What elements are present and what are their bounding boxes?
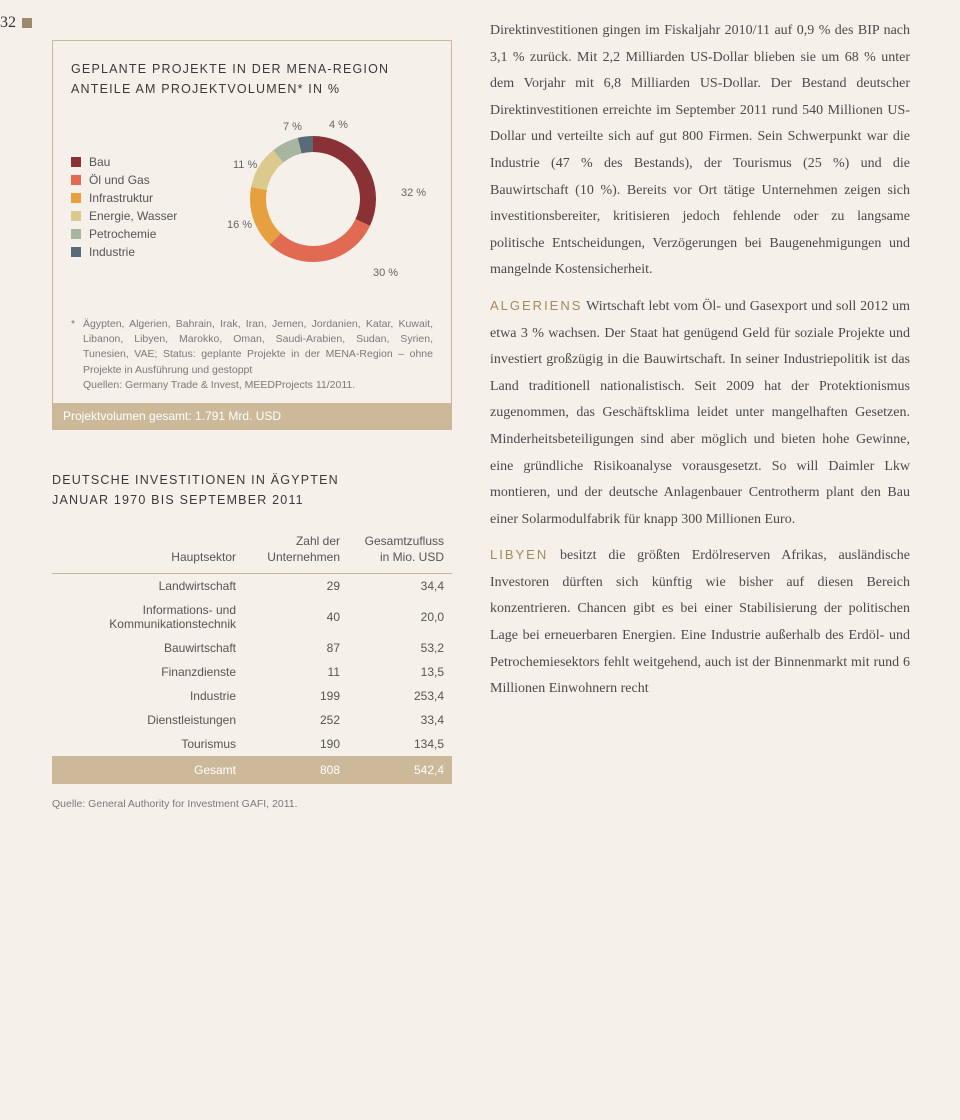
body-paragraph-3: LIBYEN besitzt die größten Erdölreserven… (490, 543, 910, 703)
legend-item: Energie, Wasser (71, 209, 177, 223)
chart-body: Bau Öl und Gas Infrastruktur Energie, Wasse… (71, 119, 433, 299)
table-total-cell: 808 (244, 756, 348, 784)
legend-swatch-icon (71, 157, 81, 167)
table-header: Gesamtzuflussin Mio. USD (348, 528, 452, 574)
table-cell: 252 (244, 708, 348, 732)
table-row: Informations- undKommunikationstechnik40… (52, 598, 452, 636)
inline-heading-algeriens: ALGERIENS (490, 298, 582, 313)
donut-svg (233, 119, 393, 279)
table-cell: 134,5 (348, 732, 452, 756)
legend-item: Petrochemie (71, 227, 177, 241)
legend-swatch-icon (71, 211, 81, 221)
legend-item: Infrastruktur (71, 191, 177, 205)
page-marker-icon (22, 18, 32, 28)
table-cell: Tourismus (52, 732, 244, 756)
volume-bar: Projektvolumen gesamt: 1.791 Mrd. USD (53, 403, 451, 429)
pct-label: 32 % (401, 187, 426, 199)
body-paragraph-2: ALGERIENS Wirtschaft lebt vom Öl- und Ga… (490, 294, 910, 533)
legend-swatch-icon (71, 175, 81, 185)
table-cell: 13,5 (348, 660, 452, 684)
table-cell: 253,4 (348, 684, 452, 708)
table-header: Hauptsektor (52, 528, 244, 574)
table-box: DEUTSCHE INVESTITIONEN IN ÄGYPTEN JANUAR… (52, 470, 452, 810)
footnote-body: Ägypten, Algerien, Bahrain, Irak, Iran, … (83, 318, 433, 376)
table-cell: 29 (244, 574, 348, 599)
body-p3-text: besitzt die größten Erdölreserven Afrika… (490, 548, 910, 696)
table-cell: Industrie (52, 684, 244, 708)
table-total-row: Gesamt808542,4 (52, 756, 452, 784)
table-source: Quelle: General Authority for Investment… (52, 798, 452, 810)
table-title: DEUTSCHE INVESTITIONEN IN ÄGYPTEN JANUAR… (52, 470, 452, 510)
table-cell: 87 (244, 636, 348, 660)
table-cell: 53,2 (348, 636, 452, 660)
table-row: Bauwirtschaft8753,2 (52, 636, 452, 660)
table-cell: 20,0 (348, 598, 452, 636)
table-cell: Bauwirtschaft (52, 636, 244, 660)
table-cell: 40 (244, 598, 348, 636)
table-row: Finanzdienste1113,5 (52, 660, 452, 684)
table-title-line1: DEUTSCHE INVESTITIONEN IN ÄGYPTEN (52, 473, 339, 487)
footnote-star: * (71, 317, 83, 393)
legend-list: Bau Öl und Gas Infrastruktur Energie, Wasse… (71, 155, 177, 263)
body-paragraph-1: Direktinvestitionen gingen im Fiskaljahr… (490, 18, 910, 284)
page-number-box: 32 (0, 14, 32, 32)
legend-swatch-icon (71, 247, 81, 257)
donut-chart: 32 %30 %16 %11 %7 %4 % (233, 119, 433, 299)
chart-title-line1: GEPLANTE PROJEKTE IN DER MENA-REGION (71, 62, 389, 76)
chart-title: GEPLANTE PROJEKTE IN DER MENA-REGION ANT… (71, 59, 433, 99)
table-row: Landwirtschaft2934,4 (52, 574, 452, 599)
table-cell: 34,4 (348, 574, 452, 599)
pct-label: 16 % (227, 219, 252, 231)
table-cell: 11 (244, 660, 348, 684)
table-cell: 199 (244, 684, 348, 708)
table-total-cell: 542,4 (348, 756, 452, 784)
legend-swatch-icon (71, 193, 81, 203)
legend-label: Petrochemie (89, 227, 156, 241)
body-p2-text: Wirtschaft lebt vom Öl- und Gasexport un… (490, 299, 910, 527)
table-cell: 33,4 (348, 708, 452, 732)
table-header: Zahl derUnternehmen (244, 528, 348, 574)
pct-label: 4 % (329, 119, 348, 131)
legend-item: Industrie (71, 245, 177, 259)
table-cell: 190 (244, 732, 348, 756)
right-column: Direktinvestitionen gingen im Fiskaljahr… (490, 18, 910, 713)
legend-swatch-icon (71, 229, 81, 239)
legend-item: Öl und Gas (71, 173, 177, 187)
chart-box: GEPLANTE PROJEKTE IN DER MENA-REGION ANT… (52, 40, 452, 430)
pct-label: 7 % (283, 121, 302, 133)
legend-item: Bau (71, 155, 177, 169)
table-title-line2: JANUAR 1970 BIS SEPTEMBER 2011 (52, 493, 304, 507)
footnote-source: Quellen: Germany Trade & Invest, MEEDPro… (83, 379, 355, 391)
chart-footnote: * Ägypten, Algerien, Bahrain, Irak, Iran… (71, 317, 433, 393)
chart-title-line2: ANTEILE AM PROJEKTVOLUMEN* IN % (71, 82, 340, 96)
legend-label: Öl und Gas (89, 173, 150, 187)
legend-label: Infrastruktur (89, 191, 153, 205)
table-cell: Landwirtschaft (52, 574, 244, 599)
pct-label: 11 % (233, 159, 257, 171)
table-cell: Informations- undKommunikationstechnik (52, 598, 244, 636)
footnote-text: Ägypten, Algerien, Bahrain, Irak, Iran, … (83, 317, 433, 393)
investment-table: HauptsektorZahl derUnternehmenGesamtzufl… (52, 528, 452, 784)
page-number: 32 (0, 14, 16, 32)
legend-label: Bau (89, 155, 110, 169)
table-row: Industrie199253,4 (52, 684, 452, 708)
table-total-cell: Gesamt (52, 756, 244, 784)
inline-heading-libyen: LIBYEN (490, 547, 548, 562)
table-row: Tourismus190134,5 (52, 732, 452, 756)
pct-label: 30 % (373, 267, 398, 279)
table-row: Dienstleistungen25233,4 (52, 708, 452, 732)
legend-label: Energie, Wasser (89, 209, 177, 223)
table-cell: Dienstleistungen (52, 708, 244, 732)
table-cell: Finanzdienste (52, 660, 244, 684)
legend-label: Industrie (89, 245, 135, 259)
left-column: GEPLANTE PROJEKTE IN DER MENA-REGION ANT… (52, 40, 452, 810)
